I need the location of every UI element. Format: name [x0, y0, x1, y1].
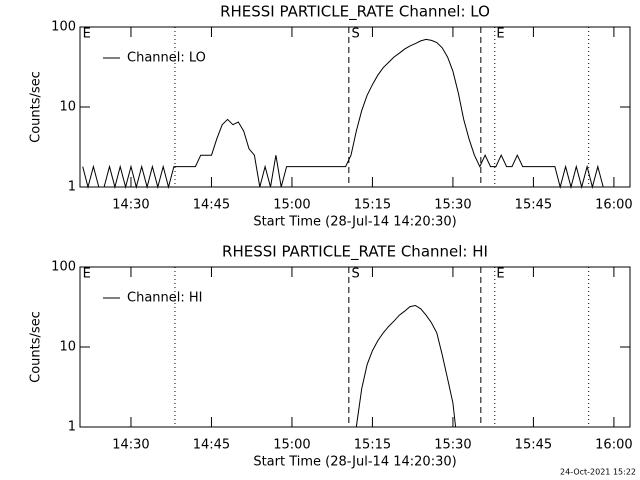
x-tick-label: 15:30: [434, 438, 471, 453]
y-tick-label: 10: [59, 340, 76, 355]
legend-label: Channel: HI: [127, 291, 203, 306]
x-tick-label: 14:30: [112, 198, 149, 213]
x-tick-label: 16:00: [595, 438, 632, 453]
annotation: E: [496, 267, 504, 282]
x-tick-label: 15:15: [354, 198, 391, 213]
x-tick-label: 15:15: [354, 438, 391, 453]
legend-label: Channel: LO: [127, 51, 206, 66]
y-tick-label: 1: [68, 420, 76, 435]
annotation: E: [83, 27, 91, 42]
chart-title: RHESSI PARTICLE_RATE Channel: LO: [220, 3, 490, 22]
y-tick-label: 10: [59, 100, 76, 115]
x-tick-label: 14:45: [193, 198, 230, 213]
x-tick-label: 14:45: [193, 438, 230, 453]
y-axis-label: Counts/sec: [29, 71, 44, 143]
y-tick-label: 100: [51, 260, 76, 275]
x-tick-label: 15:00: [273, 198, 310, 213]
chart-title: RHESSI PARTICLE_RATE Channel: HI: [222, 243, 488, 262]
annotation: S: [352, 267, 360, 282]
x-tick-label: 16:00: [595, 198, 632, 213]
data-line: [355, 304, 457, 428]
data-line: [82, 38, 604, 189]
annotation: S: [352, 27, 360, 42]
x-tick-label: 15:45: [515, 198, 552, 213]
y-tick-label: 1: [68, 180, 76, 195]
x-tick-label: 15:45: [515, 438, 552, 453]
x-axis-label: Start Time (28-Jul-14 14:20:30): [253, 215, 456, 230]
x-tick-label: 14:30: [112, 438, 149, 453]
x-axis-label: Start Time (28-Jul-14 14:20:30): [253, 455, 456, 470]
x-tick-label: 15:00: [273, 438, 310, 453]
timestamp: 24-Oct-2021 15:22: [560, 468, 636, 477]
annotation: E: [496, 27, 504, 42]
y-axis-label: Counts/sec: [29, 311, 44, 383]
y-tick-label: 100: [51, 20, 76, 35]
annotation: E: [83, 267, 91, 282]
x-tick-label: 15:30: [434, 198, 471, 213]
